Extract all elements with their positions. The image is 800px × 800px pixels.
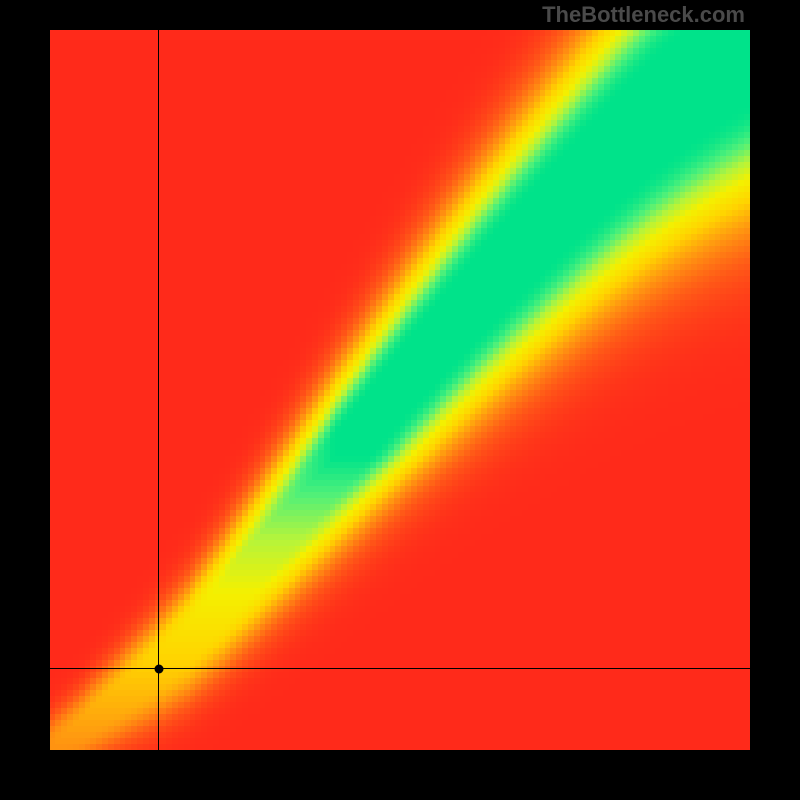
plot-frame [50,30,750,750]
crosshair-vertical [158,30,159,750]
watermark-text: TheBottleneck.com [542,2,745,28]
heatmap-canvas [50,30,750,750]
chart-container: TheBottleneck.com [0,0,800,800]
crosshair-marker [154,664,163,673]
